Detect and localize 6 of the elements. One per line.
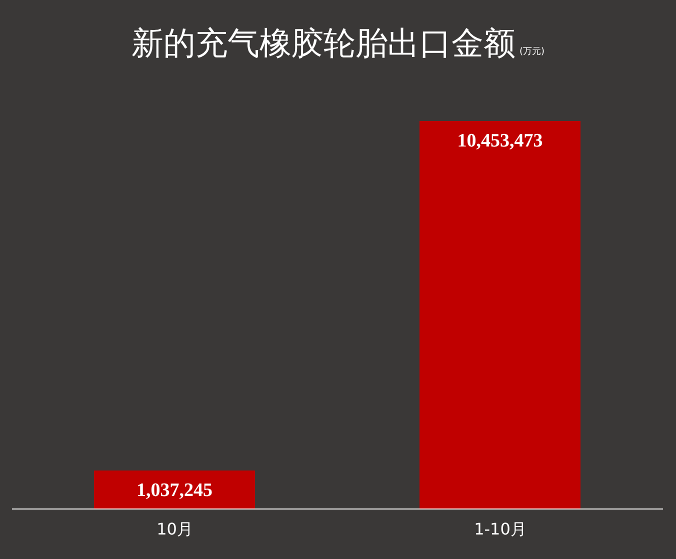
chart-subtitle: (万元) bbox=[519, 47, 545, 57]
x-tick-label: 10月 bbox=[156, 519, 193, 538]
data-label: 10,453,473 bbox=[457, 130, 543, 152]
x-tick-label: 1-10月 bbox=[474, 519, 526, 538]
data-label: 1,037,245 bbox=[136, 480, 212, 501]
chart-title: 新的充气橡胶轮胎出口金额 bbox=[131, 24, 516, 62]
